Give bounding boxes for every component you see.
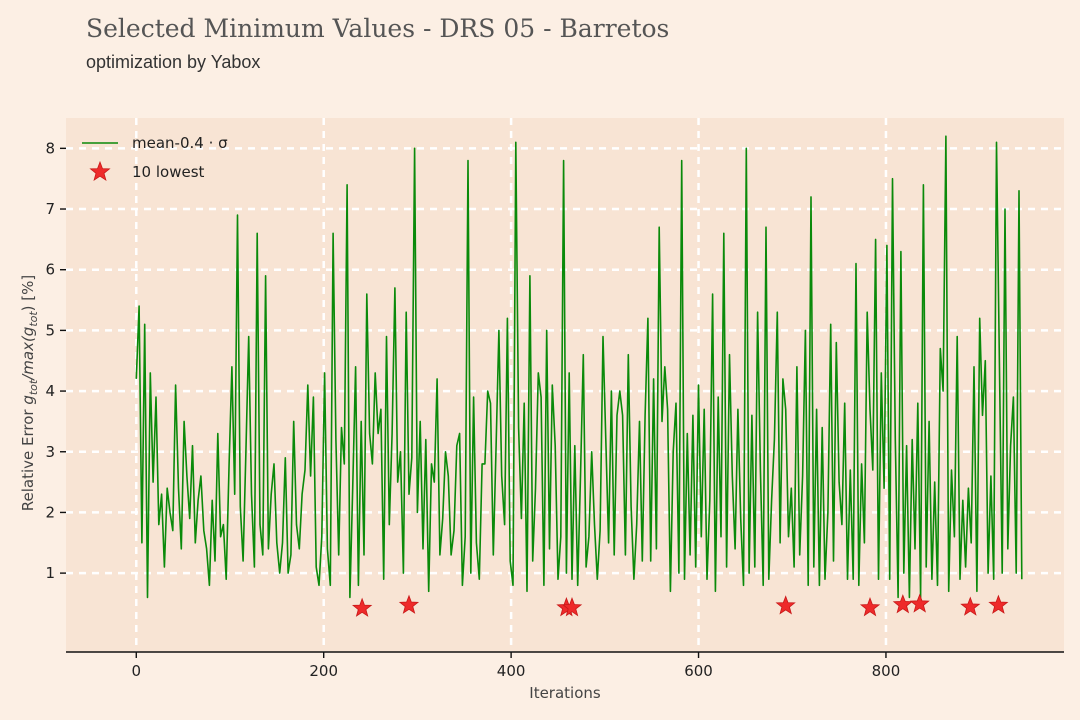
lowest-marker-1: [352, 597, 373, 617]
y-tick-label-1: 1: [45, 564, 55, 582]
x-axis-ticks: 0 200 400 600 800: [132, 652, 901, 680]
lowest-marker-4: [561, 597, 583, 617]
y-tick-label-4: 4: [45, 382, 55, 400]
y-tick-label-6: 6: [45, 261, 55, 279]
chart-subtitle: optimization by Yabox: [86, 52, 261, 72]
lowest-marker-2: [398, 594, 420, 614]
x-tick-label-400: 400: [497, 662, 526, 680]
lowest-marker-10: [988, 594, 1009, 614]
lowest-marker-8: [909, 593, 930, 613]
series-line-group: [135, 135, 1023, 599]
y-tick-label-8: 8: [45, 139, 55, 157]
lowest-marker-6: [859, 597, 881, 617]
y-tick-label-5: 5: [45, 321, 55, 339]
x-tick-label-600: 600: [684, 662, 713, 680]
lowest-marker-7: [892, 594, 913, 614]
x-tick-label-0: 0: [132, 662, 142, 680]
lowest-marker-5: [775, 595, 796, 615]
marker-group: [352, 593, 1009, 617]
y-axis-ticks: 1 2 3 4 5 6 7 8: [45, 139, 66, 582]
lowest-marker-9: [960, 596, 981, 616]
y-tick-label-3: 3: [45, 443, 55, 461]
chart-title: Selected Minimum Values - DRS 05 - Barre…: [86, 14, 670, 43]
series-line: [135, 135, 1023, 599]
x-tick-label-200: 200: [309, 662, 338, 680]
y-tick-label-2: 2: [45, 503, 55, 521]
x-axis-label: Iterations: [529, 684, 601, 702]
legend-label-markers: 10 lowest: [132, 163, 205, 181]
legend-star-swatch: [89, 160, 111, 182]
x-tick-label-800: 800: [872, 662, 901, 680]
legend-label-line: mean-0.4 · σ: [132, 134, 228, 152]
legend: mean-0.4 · σ 10 lowest: [82, 134, 228, 182]
y-axis-label: Relative Error gtot/max(gtot) [%]: [19, 275, 40, 512]
y-tick-label-7: 7: [45, 200, 55, 218]
